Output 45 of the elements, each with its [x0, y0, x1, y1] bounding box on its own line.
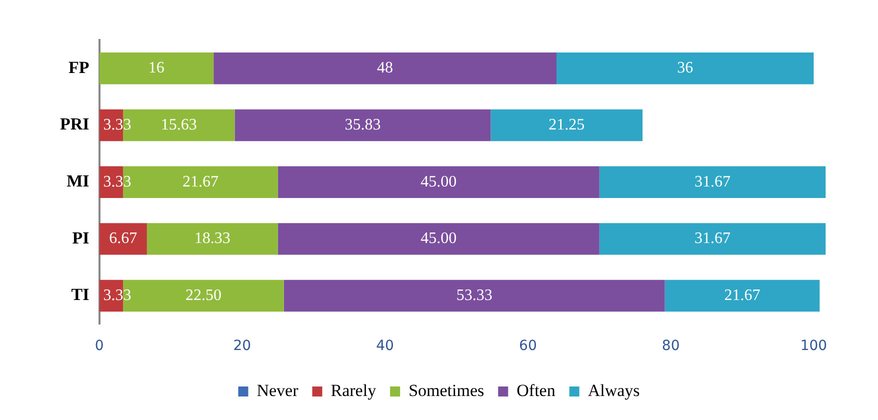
data-label: 6.67: [109, 230, 138, 248]
x-tick-label: 100: [800, 338, 828, 354]
data-label: 21.25: [548, 116, 585, 134]
data-label: 22.50: [185, 286, 222, 304]
data-label: 21.67: [724, 286, 760, 304]
data-label: 18.33: [194, 230, 230, 248]
y-tick-label: TI: [71, 285, 90, 304]
legend-label: Always: [588, 380, 640, 400]
legend-label: Sometimes: [408, 380, 484, 400]
data-label: 45.00: [420, 173, 457, 190]
data-label: 36: [677, 60, 694, 77]
bar: [99, 52, 214, 84]
bar: [490, 109, 643, 142]
bar: [278, 223, 600, 255]
x-tick-label: 0: [94, 338, 104, 354]
y-tick-label: PRI: [60, 114, 90, 134]
legend-label: Rarely: [330, 380, 377, 400]
bar: [556, 52, 814, 84]
legend-label: Never: [256, 380, 299, 400]
bar: [214, 52, 557, 84]
data-label: 48: [377, 60, 394, 77]
bar: [664, 280, 820, 312]
x-tick-label: 80: [662, 338, 680, 354]
data-label: 53.33: [456, 286, 492, 304]
bar: [599, 223, 826, 255]
data-label: 16: [148, 60, 164, 77]
data-label: 15.63: [160, 116, 197, 134]
x-tick-label: 20: [233, 338, 252, 354]
y-tick-label: MI: [66, 171, 90, 190]
bar: [278, 166, 600, 198]
legend-label: Often: [516, 380, 556, 400]
bar: [599, 166, 826, 198]
bar: [146, 223, 278, 255]
data-label: 31.67: [694, 230, 731, 248]
bar: [99, 223, 147, 255]
bar: [284, 280, 665, 312]
data-label: 35.83: [344, 116, 381, 134]
data-label: 21.67: [182, 173, 218, 190]
y-tick-label: PI: [72, 228, 90, 248]
x-tick-label: 60: [519, 338, 537, 354]
y-tick-label: FP: [68, 58, 90, 77]
data-label: 45.00: [420, 230, 457, 248]
bar: [234, 109, 491, 142]
data-label: 31.67: [694, 173, 731, 190]
x-tick-label: 40: [376, 338, 394, 354]
